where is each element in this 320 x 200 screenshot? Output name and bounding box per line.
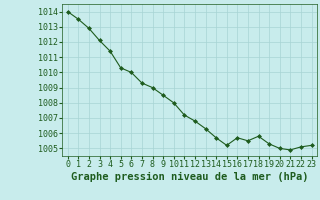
X-axis label: Graphe pression niveau de la mer (hPa): Graphe pression niveau de la mer (hPa): [71, 172, 308, 182]
